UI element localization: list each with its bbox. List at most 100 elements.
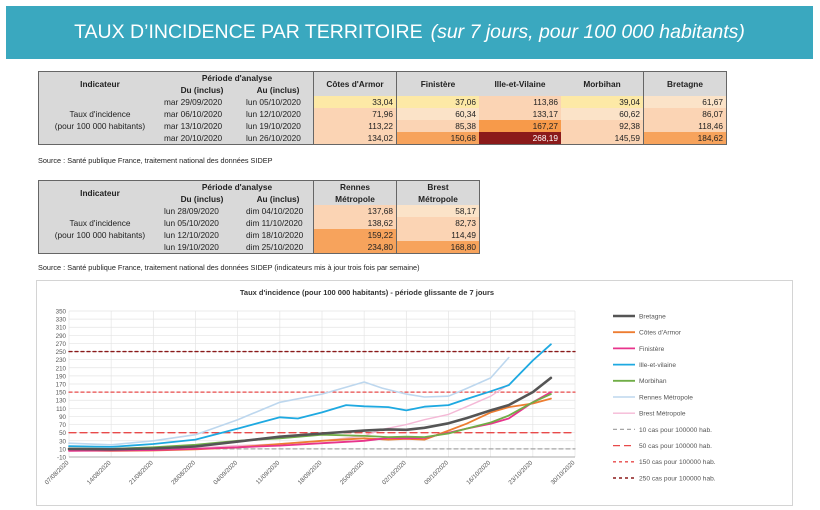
table1-cell-value: 86,07	[643, 108, 727, 120]
y-tick-label: 310	[56, 325, 67, 332]
series-line	[67, 376, 553, 451]
y-tick-label: 30	[59, 438, 66, 445]
y-tick-label: 210	[56, 365, 67, 372]
y-tick-label: 350	[56, 309, 67, 316]
table2-cell-value: 168,80	[396, 241, 480, 254]
table1-cell-from: mar 29/09/2020	[161, 96, 243, 108]
table2-cell-to: dim 04/10/2020	[243, 205, 314, 217]
table2-header-territory-1-line1: Brest	[396, 180, 480, 193]
table1-header-from: Du (inclus)	[161, 84, 243, 96]
table-row: mar 13/10/2020 lun 19/10/2020 113,22 85,…	[39, 120, 727, 132]
x-tick-label: 23/10/2020	[507, 459, 534, 486]
y-tick-label: 50	[59, 430, 66, 437]
incidence-line-chart: Taux d'incidence (pour 100 000 habitants…	[44, 288, 716, 486]
table2-cell-to: dim 18/10/2020	[243, 229, 314, 241]
x-tick-label: 25/09/2020	[339, 459, 366, 486]
table1-header-territory-3: Morbihan	[561, 71, 644, 96]
legend-label: Finistère	[639, 346, 665, 353]
series-line	[68, 393, 552, 450]
y-tick-label: 110	[56, 406, 66, 413]
table2-row-label-line2: (pour 100 000 habitants)	[54, 230, 146, 240]
x-tick-label: 28/08/2020	[170, 459, 197, 486]
table1-source-note: Source : Santé publique France, traiteme…	[38, 156, 273, 165]
table1-cell-to: lun 05/10/2020	[243, 96, 314, 108]
legend-label: Ille-et-vilaine	[639, 362, 676, 369]
table1-cell-value: 60,62	[561, 108, 644, 120]
table2-row-label-line1: Taux d'incidence	[69, 218, 131, 228]
table2-cell-value: 82,73	[396, 217, 480, 229]
x-tick-label: 02/10/2020	[381, 459, 408, 486]
y-tick-label: 330	[56, 317, 67, 324]
x-tick-label: 11/09/2020	[255, 459, 282, 486]
y-tick-label: 270	[56, 341, 67, 348]
table2-cell-to: dim 25/10/2020	[243, 241, 314, 254]
table1-cell-value: 71,96	[313, 108, 397, 120]
table1-cell-value: 37,06	[396, 96, 479, 108]
x-tick-label: 30/10/2020	[550, 459, 577, 486]
table2-cell-value: 159,22	[313, 229, 397, 241]
chart-x-axis: 07/08/2020 14/08/2020 21/08/2020 28/08/2020…	[44, 459, 577, 486]
table1-cell-value: 33,04	[313, 96, 397, 108]
table2-header-territory-0-line2: Métropole	[313, 193, 397, 205]
x-tick-label: 07/08/2020	[44, 459, 71, 486]
banner-subtitle: (sur 7 jours, pour 100 000 habitants)	[430, 21, 745, 43]
table2-cell-from: lun 12/10/2020	[161, 229, 243, 241]
table1-cell-value: 134,02	[313, 132, 397, 145]
x-tick-label: 09/10/2020	[423, 459, 450, 486]
table2-source-note: Source : Santé publique France, traiteme…	[38, 263, 420, 272]
table1-cell-value: 113,86	[479, 96, 561, 108]
legend-label: 10 cas pour 100000 hab.	[639, 427, 712, 434]
table1-cell-to: lun 12/10/2020	[243, 108, 314, 120]
table1-header-territory-2: Ille-et-Vilaine	[479, 71, 561, 96]
table2-cell-to: dim 11/10/2020	[243, 217, 314, 229]
table2-cell-from: lun 28/09/2020	[161, 205, 243, 217]
table2-row-label: Taux d'incidence (pour 100 000 habitants…	[38, 205, 161, 254]
legend-label: Morbihan	[639, 378, 667, 385]
x-tick-label: 21/08/2020	[128, 459, 155, 486]
table1-cell-to: lun 19/10/2020	[243, 120, 314, 132]
page-banner: TAUX D’INCIDENCE PAR TERRITOIRE (sur 7 j…	[6, 6, 813, 59]
legend-label: Bretagne	[639, 313, 666, 320]
legend-label: Rennes Métropole	[639, 394, 693, 401]
table1-row-label-line1: Taux d'incidence	[69, 109, 131, 119]
table2-header-to: Au (inclus)	[243, 193, 314, 205]
table1-header-territory-0: Côtes d'Armor	[313, 71, 397, 96]
series-line	[68, 343, 552, 448]
table1-cell-value: 118,46	[643, 120, 727, 132]
x-tick-label: 04/09/2020	[212, 459, 239, 486]
table2-cell-value: 138,62	[313, 217, 397, 229]
x-tick-label: 14/08/2020	[86, 459, 113, 486]
table2-header-territory-0-line1: Rennes	[313, 180, 397, 193]
table1-cell-value: 113,22	[313, 120, 397, 132]
y-tick-label: 10	[59, 446, 66, 453]
x-tick-label: 16/10/2020	[465, 459, 492, 486]
table1-row-label-line2: (pour 100 000 habitants)	[54, 121, 146, 131]
chart-series	[67, 343, 576, 452]
table-row: lun 19/10/2020 dim 25/10/2020 234,80 168…	[39, 241, 480, 254]
table1-header-territory-1: Finistère	[396, 71, 479, 96]
table2-header-indicator: Indicateur	[38, 180, 161, 205]
table1-cell-to: lun 26/10/2020	[243, 132, 314, 145]
table2-cell-value: 137,68	[313, 205, 397, 217]
legend-label: Brest Métropole	[639, 411, 686, 418]
incidence-table-metropoles: Indicateur Période d'analyse Rennes Bres…	[38, 180, 480, 254]
table1-cell-value: 85,38	[396, 120, 479, 132]
table1-cell-value: 150,68	[396, 132, 479, 145]
table2-header-from: Du (inclus)	[161, 193, 243, 205]
y-tick-label: 290	[56, 333, 67, 340]
table2-cell-from: lun 19/10/2020	[161, 241, 243, 254]
table2-cell-from: lun 05/10/2020	[161, 217, 243, 229]
y-tick-label: 170	[56, 382, 67, 389]
table1-cell-value: 60,34	[396, 108, 479, 120]
table1-cell-from: mar 13/10/2020	[161, 120, 243, 132]
chart-title: Taux d'incidence (pour 100 000 habitants…	[240, 288, 494, 297]
table1-header-to: Au (inclus)	[243, 84, 314, 96]
table-row: mar 06/10/2020 lun 12/10/2020 71,96 60,3…	[39, 108, 727, 120]
y-tick-label: 90	[59, 414, 66, 421]
table1-header-territory-4: Bretagne	[643, 71, 727, 96]
banner-title: TAUX D’INCIDENCE PAR TERRITOIRE	[74, 21, 423, 43]
table1-cell-value: 167,27	[479, 120, 561, 132]
table1-cell-value: 92,38	[561, 120, 644, 132]
table1-cell-value: 39,04	[561, 96, 644, 108]
